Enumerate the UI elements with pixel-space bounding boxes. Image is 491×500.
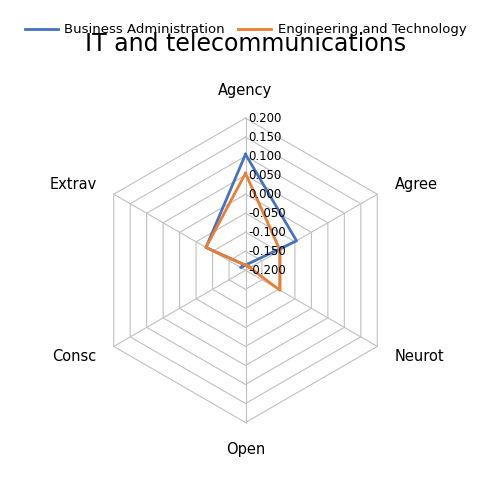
Text: -0.200: -0.200	[248, 264, 286, 277]
Line: Engineering and Technology: Engineering and Technology	[206, 174, 280, 290]
Text: -0.050: -0.050	[248, 206, 286, 220]
Text: Agency: Agency	[218, 84, 273, 98]
Engineering and Technology	[203, 244, 209, 250]
Text: 0.100: 0.100	[248, 150, 282, 162]
Text: -0.150: -0.150	[248, 245, 286, 258]
Business Administration	[294, 238, 300, 244]
Text: Neurot: Neurot	[394, 349, 444, 364]
Text: 0.000: 0.000	[248, 188, 282, 200]
Title: IT and telecommunications: IT and telecommunications	[85, 32, 406, 56]
Text: 0.150: 0.150	[248, 130, 282, 143]
Engineering and Technology	[247, 264, 253, 270]
Text: 0.050: 0.050	[248, 168, 282, 181]
Engineering and Technology	[243, 170, 248, 176]
Text: 0.200: 0.200	[248, 112, 282, 124]
Text: -0.100: -0.100	[248, 226, 286, 239]
Business Administration	[243, 262, 248, 268]
Line: Business Administration: Business Administration	[206, 154, 297, 268]
Business Administration	[238, 264, 244, 270]
Business Administration	[203, 244, 209, 250]
Engineering and Technology	[277, 248, 283, 254]
Business Administration	[243, 152, 248, 158]
Engineering and Technology	[243, 262, 248, 268]
Text: Extrav: Extrav	[49, 177, 97, 192]
Business Administration	[247, 264, 253, 270]
Engineering and Technology	[243, 170, 248, 176]
Business Administration	[243, 152, 248, 158]
Text: Consc: Consc	[53, 349, 97, 364]
Text: Agree: Agree	[394, 177, 437, 192]
Engineering and Technology	[277, 288, 283, 294]
Legend: Business Administration, Engineering and Technology: Business Administration, Engineering and…	[19, 18, 472, 42]
Text: Open: Open	[226, 442, 265, 458]
